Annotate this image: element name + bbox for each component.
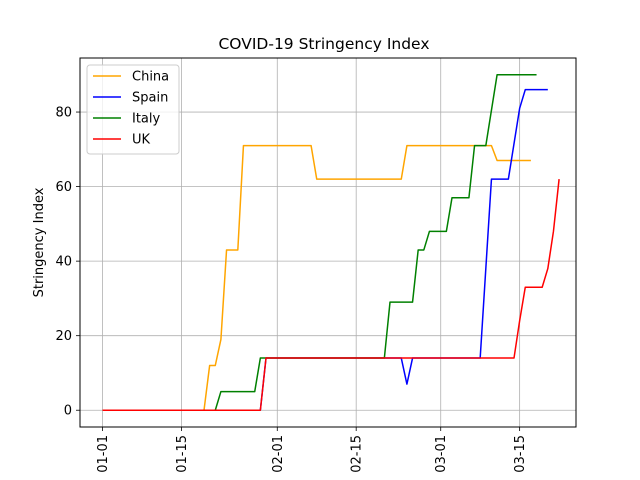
x-tick-label: 02-15 (350, 435, 365, 473)
x-tick-label: 01-15 (175, 435, 190, 473)
series-line-china (102, 144, 531, 411)
y-tick-label: 40 (55, 255, 72, 270)
grid (80, 58, 576, 427)
series-line-uk (102, 179, 560, 411)
legend-label-italy: Italy (132, 112, 161, 127)
legend-label-spain: Spain (132, 91, 168, 106)
y-tick-label: 0 (64, 404, 72, 419)
x-tick-label: 01-01 (96, 435, 111, 473)
y-tick-label: 80 (55, 106, 72, 121)
legend-box (86, 64, 180, 155)
legend-label-uk: UK (132, 133, 151, 148)
chart-title: COVID-19 Stringency Index (218, 35, 429, 53)
legend-label-china: China (132, 70, 169, 85)
y-axis-label: Stringency Index (32, 187, 47, 297)
x-axis: 01-01 01-15 02-01 02-15 03-01 03-15 (96, 427, 528, 473)
y-tick-label: 20 (55, 329, 72, 344)
legend: China Spain Italy UK (86, 64, 180, 155)
x-tick-label: 03-01 (434, 435, 449, 473)
y-axis: 0 20 40 60 80 (55, 106, 80, 419)
series-line-italy (102, 74, 537, 411)
x-tick-label: 03-15 (513, 435, 528, 473)
x-tick-label: 02-01 (271, 435, 286, 473)
y-tick-label: 60 (55, 180, 72, 195)
plot-frame (79, 57, 577, 428)
series-lines (102, 74, 560, 411)
